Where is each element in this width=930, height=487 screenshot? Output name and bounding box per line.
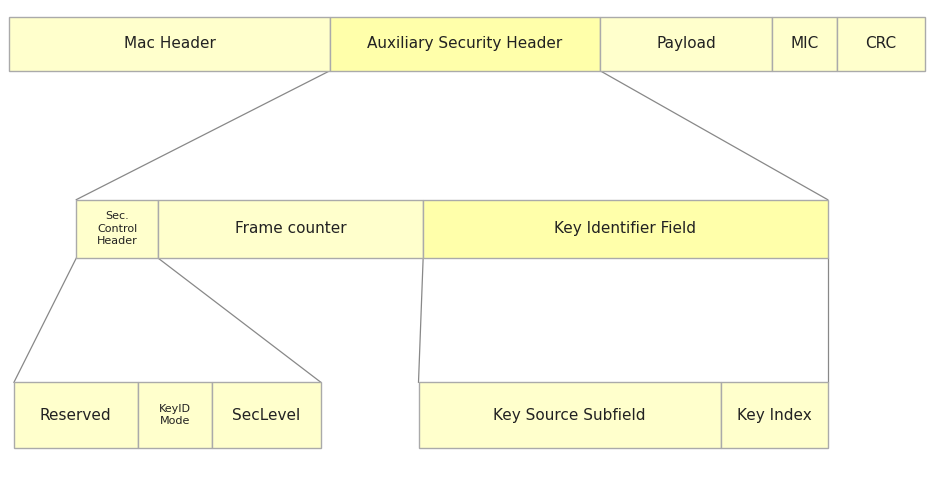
Bar [418, 382, 721, 448]
Text: Auxiliary Security Header: Auxiliary Security Header [367, 37, 563, 51]
Text: Frame counter: Frame counter [234, 222, 347, 236]
Text: Payload: Payload [656, 37, 716, 51]
Bar [158, 200, 423, 258]
Bar [9, 17, 330, 71]
Bar [600, 17, 772, 71]
Bar [76, 200, 158, 258]
Text: MIC: MIC [790, 37, 818, 51]
Bar [330, 17, 600, 71]
Bar [837, 17, 925, 71]
Bar [14, 382, 138, 448]
Bar [138, 382, 212, 448]
Bar [772, 17, 837, 71]
Text: SecLevel: SecLevel [232, 408, 300, 423]
Bar [212, 382, 321, 448]
Text: KeyID
Mode: KeyID Mode [159, 404, 191, 426]
Bar [721, 382, 828, 448]
Text: CRC: CRC [866, 37, 897, 51]
Bar [423, 200, 828, 258]
Text: Key Index: Key Index [737, 408, 812, 423]
Text: Mac Header: Mac Header [124, 37, 216, 51]
Text: Key Source Subfield: Key Source Subfield [494, 408, 645, 423]
Text: Sec.
Control
Header: Sec. Control Header [97, 211, 138, 246]
Text: Reserved: Reserved [40, 408, 112, 423]
Text: Key Identifier Field: Key Identifier Field [554, 222, 697, 236]
